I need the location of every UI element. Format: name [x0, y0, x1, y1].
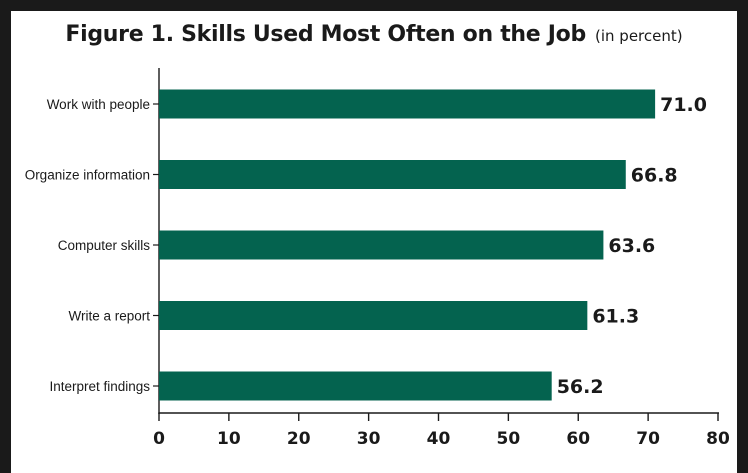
value-label: 63.6 — [608, 235, 655, 257]
category-label: Write a report — [68, 309, 150, 324]
x-tick-label: 60 — [566, 429, 590, 449]
category-label: Interpret findings — [49, 379, 150, 394]
bar — [159, 160, 626, 189]
x-tick-label: 70 — [636, 429, 660, 449]
chart-title: Figure 1. Skills Used Most Often on the … — [65, 22, 586, 47]
x-tick-label: 40 — [427, 429, 451, 449]
x-tick-label: 50 — [497, 429, 521, 449]
category-label: Organize information — [25, 168, 150, 183]
x-tick-label: 80 — [706, 429, 730, 449]
value-label: 56.2 — [557, 376, 604, 398]
x-tick-label: 20 — [287, 429, 311, 449]
x-tick-label: 0 — [153, 429, 165, 449]
bar — [159, 89, 656, 119]
chart-subtitle: (in percent) — [595, 27, 683, 45]
x-tick-label: 30 — [357, 429, 381, 449]
value-label: 71.0 — [660, 94, 707, 116]
category-label: Work with people — [47, 97, 150, 112]
value-label: 66.8 — [631, 165, 678, 187]
bar — [159, 301, 588, 330]
category-label: Computer skills — [58, 238, 151, 253]
chart-title-block: Figure 1. Skills Used Most Often on the … — [0, 22, 748, 47]
bar — [159, 371, 552, 401]
value-label: 61.3 — [592, 306, 639, 328]
chart-labels: 0 10 20 30 40 50 60 70 80 Work with people 71.0 Org… — [25, 94, 730, 449]
chart-bars — [159, 89, 656, 401]
x-tick-label: 10 — [217, 429, 241, 449]
bar — [159, 230, 604, 260]
